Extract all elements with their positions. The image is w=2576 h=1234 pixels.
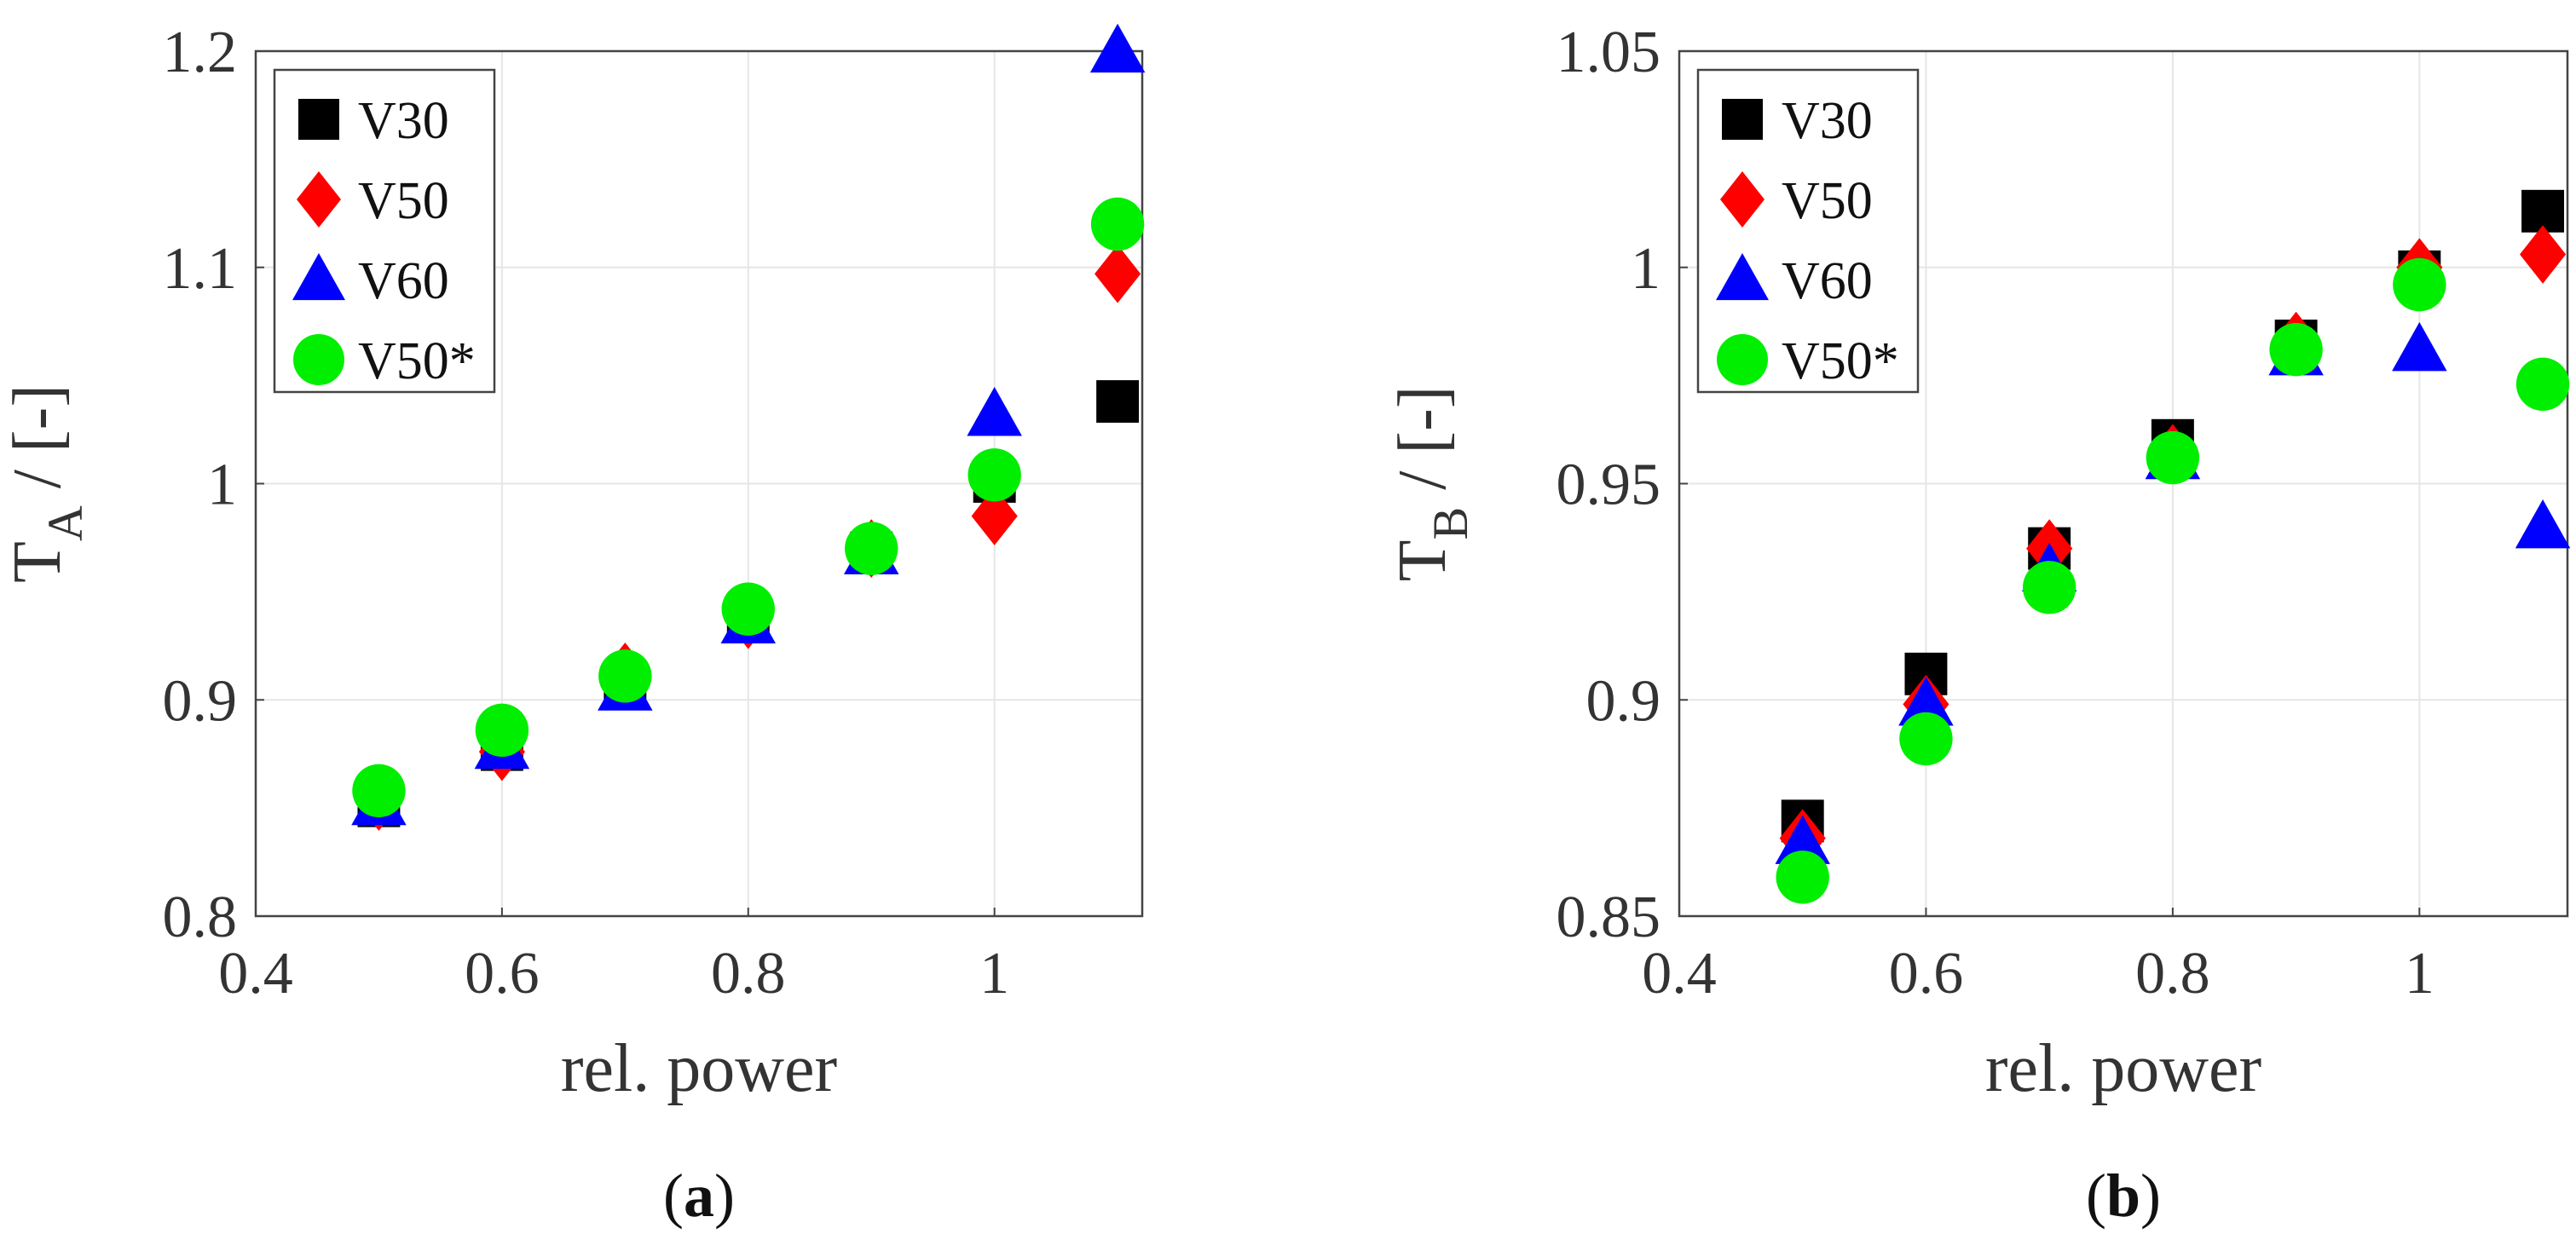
x-tick-label: 0.6 — [1889, 941, 1964, 1006]
x-axis-label: rel. power — [1985, 1031, 2261, 1106]
caption-open-paren: ( — [663, 1162, 684, 1230]
chart-panel-b: 0.4 0.6 0.8 1 0.85 0.9 0.95 1 1.05 rel. power TB /… — [1385, 20, 2571, 1230]
caption-letter: a — [684, 1162, 714, 1230]
y-axis-label: TA / [-] — [0, 384, 93, 583]
legend-label: V30 — [358, 92, 449, 150]
y-axis-label-main: T — [1385, 539, 1460, 581]
legend-marker — [297, 171, 341, 228]
y-axis-label-rest: / [-] — [1385, 386, 1460, 507]
data-point — [845, 522, 898, 575]
panel-caption: (b) — [2086, 1162, 2161, 1230]
x-tick-label: 1 — [2405, 941, 2434, 1006]
data-point — [352, 764, 406, 818]
data-point — [1898, 677, 1954, 726]
legend-label: V60 — [358, 252, 449, 310]
series-v50-star — [352, 197, 1145, 818]
y-axis-label: TB / [-] — [1385, 386, 1478, 582]
y-axis-label-sub: A — [38, 505, 93, 541]
legend-label: V50 — [358, 172, 449, 230]
y-tick-label: 0.9 — [163, 668, 238, 734]
legend-label: V50* — [358, 332, 476, 390]
data-point — [2515, 499, 2571, 549]
axes-frame — [254, 49, 1144, 918]
data-point — [2520, 225, 2567, 284]
data-point — [2392, 321, 2447, 372]
x-tick-label: 1 — [979, 941, 1009, 1006]
series-v50-star — [1776, 257, 2570, 904]
caption-close-paren: ) — [714, 1162, 735, 1230]
legend-marker — [1716, 253, 1769, 301]
legend-marker — [1717, 334, 1768, 385]
legend: V30 V50 V60 V50* — [1696, 68, 1920, 394]
legend-marker — [1722, 99, 1763, 140]
data-point — [1095, 245, 1141, 303]
data-point — [1899, 712, 1953, 766]
legend-marker — [1720, 171, 1765, 228]
data-point — [2393, 257, 2446, 312]
data-point — [475, 703, 529, 757]
x-tick-label: 0.8 — [711, 941, 786, 1006]
legend-label: V50* — [1782, 332, 1899, 390]
data-point — [1089, 23, 1146, 73]
y-tick-label: 0.85 — [1557, 885, 1661, 950]
data-point — [1776, 851, 1829, 904]
data-point — [967, 448, 1021, 502]
legend-label: V50 — [1782, 172, 1873, 230]
data-point — [2515, 357, 2570, 411]
y-tick-label: 1.05 — [1557, 20, 1661, 85]
axes-frame — [1678, 49, 2569, 918]
data-point — [1090, 197, 1145, 251]
legend-label: V60 — [1782, 252, 1873, 310]
data-point — [2146, 430, 2200, 485]
y-tick-label: 0.9 — [1586, 668, 1661, 734]
data-point — [2022, 561, 2076, 614]
y-tick-label: 1 — [1631, 236, 1661, 302]
x-tick-label: 0.8 — [2135, 941, 2210, 1006]
legend-marker — [293, 334, 344, 385]
legend-label: V30 — [1782, 92, 1873, 150]
y-tick-label: 0.8 — [163, 885, 238, 950]
x-tick-label: 0.4 — [1642, 941, 1717, 1006]
x-axis-label: rel. power — [561, 1031, 837, 1106]
y-tick-label: 1.1 — [163, 236, 238, 302]
data-point — [598, 649, 652, 703]
legend-marker — [298, 99, 339, 140]
data-point — [967, 387, 1022, 436]
legend-marker — [292, 253, 345, 301]
data-point — [721, 582, 775, 636]
y-axis-label-sub: B — [1423, 507, 1478, 540]
caption-letter: b — [2106, 1162, 2140, 1230]
x-tick-label: 0.6 — [465, 941, 540, 1006]
caption-close-paren: ) — [2140, 1162, 2161, 1230]
data-point — [2269, 322, 2323, 377]
x-tick-label: 0.4 — [218, 941, 293, 1006]
legend: V30 V50 V60 V50* — [273, 68, 496, 394]
y-tick-label: 0.95 — [1557, 453, 1661, 518]
y-axis-label-main: T — [0, 541, 75, 583]
data-point — [1096, 380, 1140, 424]
panel-caption: (a) — [663, 1162, 735, 1230]
y-tick-label: 1 — [207, 453, 237, 518]
y-tick-label: 1.2 — [163, 20, 238, 85]
chart-panel-a: 0.4 0.6 0.8 1 0.8 0.9 1 1.1 1.2 rel. power TA / [-… — [0, 20, 1146, 1230]
caption-open-paren: ( — [2086, 1162, 2106, 1230]
data-point — [971, 487, 1018, 545]
y-axis-label-rest: / [-] — [0, 384, 75, 505]
data-point — [1775, 815, 1830, 864]
